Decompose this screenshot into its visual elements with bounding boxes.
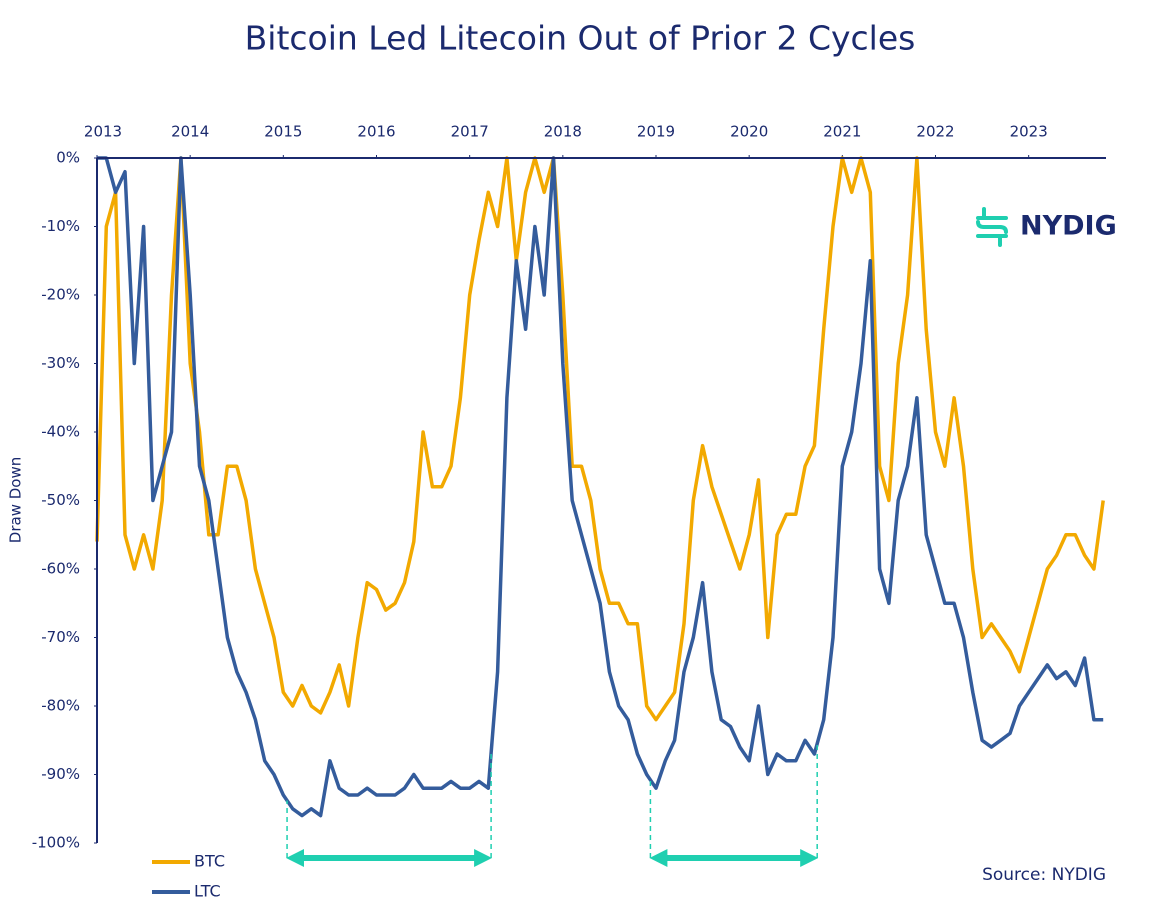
y-tick-label: -40% [41,423,80,441]
y-axis-label: Draw Down [7,457,25,543]
series-line [95,156,1105,722]
chart-title: Bitcoin Led Litecoin Out of Prior 2 Cycl… [245,19,916,58]
logo-text: NYDIG [1020,211,1117,242]
x-tick-label: 2019 [637,123,675,141]
x-tick-label: 2023 [1010,123,1048,141]
x-tick-label: 2021 [823,123,861,141]
x-tick-label: 2020 [730,123,768,141]
legend-label: BTC [194,852,225,871]
y-tick-label: -30% [41,354,80,372]
x-tick-label: 2013 [84,123,122,141]
logo: NYDIG [976,207,1117,247]
y-tick-label: -70% [41,628,80,646]
y-tick-label: -80% [41,697,80,715]
legend-label: LTC [194,882,221,901]
y-tick-label: -10% [41,217,80,235]
x-tick-label: 2018 [544,123,582,141]
x-tick-label: 2016 [357,123,395,141]
series-line [97,156,1104,818]
source: Source: NYDIG [982,865,1106,885]
y-tick-label: -20% [41,286,80,304]
y-tick-label: -90% [41,765,80,783]
x-tick-label: 2014 [171,123,209,141]
x-tick-label: 2015 [264,123,302,141]
y-tick-label: -50% [41,491,80,509]
y-tick-label: 0% [56,149,80,167]
x-tick-label: 2022 [916,123,954,141]
x-tick-label: 2017 [451,123,489,141]
y-tick-label: -100% [32,834,80,852]
y-tick-label: -60% [41,560,80,578]
